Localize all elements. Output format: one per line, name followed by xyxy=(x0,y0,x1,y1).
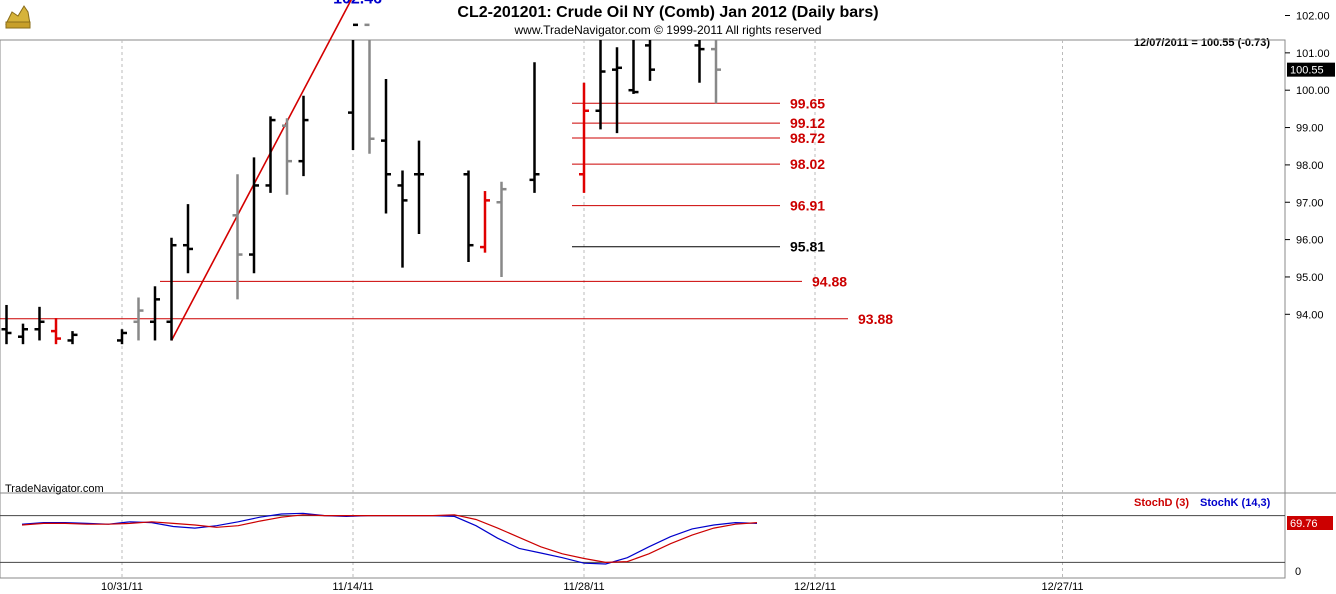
stochastic-panel xyxy=(0,492,1286,579)
y-tick-label: 99.00 xyxy=(1296,123,1324,135)
last-quote: 12/07/2011 = 100.55 (-0.73) xyxy=(1134,37,1270,49)
stoch-d-line xyxy=(21,514,758,564)
gold-bull-logo-icon xyxy=(5,5,31,29)
ohlc-bar xyxy=(529,62,540,193)
level-label: 102.46 xyxy=(333,0,382,7)
ohlc-bar xyxy=(612,47,622,134)
ohlc-bar xyxy=(496,181,507,277)
stoch-value-label: 69.76 xyxy=(1290,518,1318,530)
y-tick-label: 95.00 xyxy=(1296,272,1324,284)
price-levels: 104.56104.82103.57102.4699.6599.1298.729… xyxy=(0,0,893,327)
stoch-d-label: StochD (3) xyxy=(1134,497,1189,509)
stoch-k-label: StochK (14,3) xyxy=(1200,497,1271,509)
y-tick-label: 100.00 xyxy=(1296,85,1330,97)
last-price-label: 100.55 xyxy=(1290,65,1324,77)
ohlc-bar xyxy=(282,118,292,195)
ohlc-bar xyxy=(232,174,243,300)
stochastic-lines xyxy=(0,512,1285,565)
ohlc-bar xyxy=(1,304,12,345)
ohlc-bar xyxy=(298,95,309,177)
y-tick-label: 101.00 xyxy=(1296,48,1330,60)
x-axis: 10/31/11 11/14/11 11/28/11 12/12/11 12/27/11 xyxy=(101,581,1084,593)
level-label: 99.12 xyxy=(790,115,825,131)
y-tick-label: 98.00 xyxy=(1296,160,1324,172)
y-axis: 94.00 95.00 96.00 97.00 98.00 99.00 100.00 101.… xyxy=(1285,11,1330,321)
ohlc-bar xyxy=(117,329,127,345)
stoch-value-marker: 69.76 xyxy=(1287,516,1333,530)
ohlc-bar xyxy=(166,237,177,341)
ohlc-bar xyxy=(150,286,160,341)
ohlc-bar xyxy=(51,318,61,345)
grid-lines xyxy=(121,40,1063,578)
ohlc-bar xyxy=(34,306,45,341)
ohlc-bar xyxy=(133,297,144,341)
y-tick-label: 96.00 xyxy=(1296,235,1324,247)
last-price-marker: 100.55 xyxy=(1287,62,1335,77)
x-tick-label: 10/31/11 xyxy=(101,581,143,593)
ohlc-bars xyxy=(1,23,721,345)
ohlc-bar xyxy=(414,140,424,234)
level-label: 96.91 xyxy=(790,198,825,214)
x-tick-label: 11/14/11 xyxy=(332,581,373,593)
ohlc-bar xyxy=(381,78,391,214)
ohlc-bar xyxy=(645,40,655,81)
y-tick-label: 102.00 xyxy=(1296,11,1330,23)
level-label: 98.72 xyxy=(790,130,825,146)
level-label: 95.81 xyxy=(790,239,825,255)
ohlc-bar xyxy=(694,40,705,83)
x-tick-label: 11/28/11 xyxy=(563,581,604,593)
chart-title: CL2-201201: Crude Oil NY (Comb) Jan 2012… xyxy=(457,4,878,21)
ohlc-bar xyxy=(67,331,78,345)
level-label: 94.88 xyxy=(812,273,847,289)
ohlc-bar xyxy=(265,116,276,193)
ohlc-bar xyxy=(364,23,375,154)
x-tick-label: 12/12/11 xyxy=(794,581,836,593)
ohlc-bar xyxy=(249,157,259,274)
watermark: TradeNavigator.com xyxy=(5,483,104,495)
stoch-zero-label: 0 xyxy=(1295,566,1301,578)
copyright-notice: www.TradeNavigator.com © 1999-2011 All r… xyxy=(514,23,822,37)
ohlc-bar xyxy=(397,170,408,268)
y-tick-label: 94.00 xyxy=(1296,309,1324,321)
ohlc-bar xyxy=(711,40,721,104)
y-tick-label: 97.00 xyxy=(1296,197,1324,209)
ohlc-bar xyxy=(628,40,639,94)
ohlc-bar xyxy=(480,191,490,253)
ohlc-bar xyxy=(18,323,28,345)
level-label: 93.88 xyxy=(858,311,893,327)
level-label: 99.65 xyxy=(790,95,825,111)
ohlc-bar xyxy=(348,23,358,150)
ohlc-bar xyxy=(463,170,474,263)
x-tick-label: 12/27/11 xyxy=(1041,581,1083,593)
level-label: 98.02 xyxy=(790,156,825,172)
ohlc-bar xyxy=(183,204,193,274)
ohlc-bar xyxy=(579,82,589,193)
ohlc-bar xyxy=(595,40,606,130)
stoch-k-line xyxy=(21,512,758,565)
price-panel xyxy=(0,39,1286,494)
